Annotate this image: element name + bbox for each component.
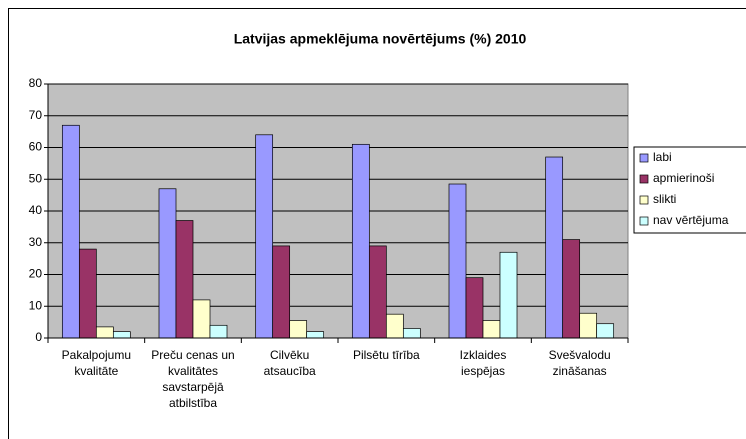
y-tick-label: 60 (29, 140, 43, 154)
y-tick-label: 10 (29, 298, 43, 312)
legend-swatch (639, 195, 649, 205)
y-tick-label: 40 (29, 203, 43, 217)
bar (368, 245, 387, 339)
legend-swatch (639, 153, 649, 163)
y-tick-label: 80 (29, 76, 43, 90)
bar (482, 320, 501, 339)
legend-label: slikti (653, 192, 676, 206)
y-tick-label: 30 (29, 235, 43, 249)
legend-swatch (639, 174, 649, 184)
bar (61, 124, 80, 339)
x-tick-label: Cilvēku atsaucība (263, 348, 316, 378)
bar (306, 331, 325, 339)
x-tick-label: Pakalpojumu kvalitāte (61, 348, 132, 378)
bar (402, 328, 421, 339)
x-tick-label: Svešvalodu zināšanas (548, 348, 611, 378)
x-tick-label: Preču cenas un kvalitātes savstarpējā at… (151, 348, 235, 410)
bar (545, 156, 564, 339)
bar (255, 134, 274, 339)
bar (158, 188, 177, 339)
bar (78, 248, 97, 339)
legend-label: apmierinoši (653, 171, 714, 185)
y-tick-label: 0 (35, 330, 42, 344)
y-tick-label: 20 (29, 267, 43, 281)
bar (209, 324, 228, 339)
bar (112, 331, 131, 339)
bar (351, 143, 370, 339)
chart-title: Latvijas apmeklējuma novērtējums (%) 201… (234, 31, 527, 47)
legend-label: nav vērtējuma (653, 213, 729, 227)
bar (465, 277, 484, 339)
bar (95, 326, 114, 339)
bar (596, 323, 615, 339)
legend-box (633, 146, 746, 234)
bar (289, 320, 308, 339)
bar (448, 183, 467, 339)
bar (175, 220, 194, 339)
bar (272, 245, 291, 339)
bar (579, 312, 598, 339)
y-tick-label: 50 (29, 171, 43, 185)
y-tick-label: 70 (29, 108, 43, 122)
bar (192, 299, 211, 339)
legend-swatch (639, 216, 649, 226)
legend-label: labi (653, 150, 672, 164)
bar (385, 313, 404, 339)
bar (499, 251, 518, 339)
x-tick-label: Pilsētu tīrība (352, 348, 420, 362)
x-tick-label: Izklaides iespējas (459, 348, 507, 378)
bar (562, 239, 581, 339)
